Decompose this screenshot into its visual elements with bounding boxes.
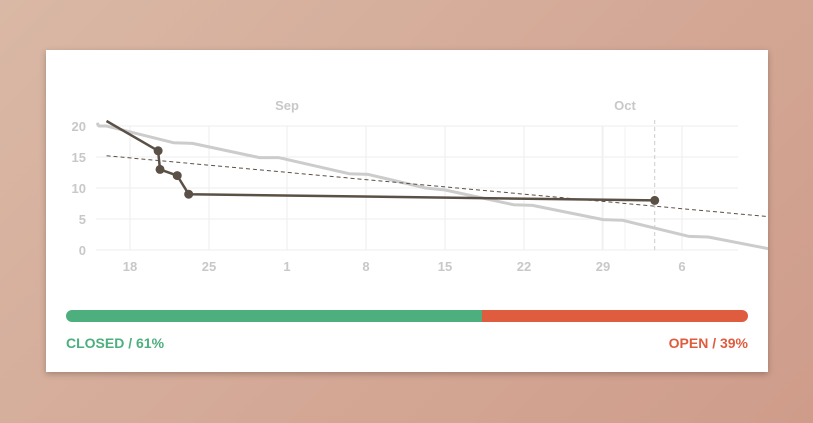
issue-progress-bar: [66, 310, 748, 322]
chart-series[interactable]: [95, 119, 768, 251]
x-tick-label: 25: [202, 259, 216, 274]
month-label: Sep: [275, 98, 299, 113]
x-tick-label: 8: [362, 259, 369, 274]
x-tick-label: 22: [517, 259, 531, 274]
month-label: Oct: [614, 98, 636, 113]
chart-grid: [96, 120, 738, 251]
x-tick-label: 15: [438, 259, 452, 274]
x-tick-label: 6: [678, 259, 685, 274]
closed-progress-fill: [66, 310, 483, 322]
closed-label: CLOSED / 61%: [66, 335, 165, 351]
burndown-card: 20 15 10 5 0 18 25 1 8 15 22 29 6 Sep Oct CLOSED / 61%…: [46, 50, 768, 372]
trend-line: [106, 155, 768, 218]
y-tick-label: 10: [72, 181, 86, 196]
ideal-burndown-line: [95, 122, 768, 251]
data-point[interactable]: [172, 171, 182, 181]
data-point[interactable]: [153, 146, 163, 156]
y-tick-label: 5: [79, 212, 86, 227]
y-tick-label: 0: [79, 243, 86, 258]
data-point[interactable]: [155, 164, 165, 174]
x-tick-label: 29: [596, 259, 610, 274]
open-progress-fill: [482, 310, 748, 322]
y-tick-label: 20: [72, 119, 86, 134]
x-tick-label: 18: [123, 259, 137, 274]
actual-burndown-line: [105, 119, 655, 202]
y-tick-label: 15: [72, 150, 86, 165]
data-point[interactable]: [650, 195, 660, 205]
data-point[interactable]: [184, 189, 194, 199]
x-tick-label: 1: [283, 259, 290, 274]
open-label: OPEN / 39%: [668, 335, 748, 351]
